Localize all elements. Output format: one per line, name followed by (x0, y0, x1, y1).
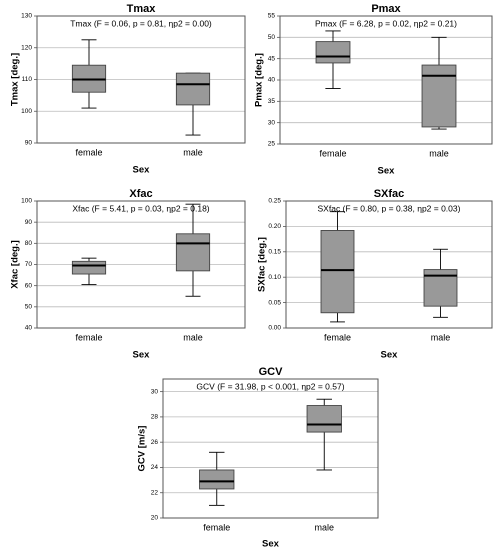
xfac-tick-label: 90 (25, 219, 33, 226)
pmax-tick-label: 30 (268, 119, 276, 126)
pmax-plot-frame (279, 15, 493, 145)
iqr-box (199, 469, 235, 490)
tmax-tick-label: 120 (21, 44, 32, 51)
pmax-tick-label: 35 (268, 98, 276, 105)
tmax-category-label: female (75, 147, 102, 157)
tmax-tick-label: 110 (22, 76, 33, 83)
tmax-plot-frame (36, 15, 246, 144)
sxfac-category-label: female (324, 332, 351, 342)
sxfac-plot-frame (285, 200, 493, 329)
pmax-x-axis-label: Sex (378, 166, 396, 177)
iqr-box (320, 230, 355, 314)
pmax-tick-label: 55 (268, 13, 276, 20)
xfac-tick-label: 40 (25, 325, 33, 332)
xfac-plot-frame (36, 200, 246, 329)
pmax-tick-label: 45 (268, 55, 276, 62)
gcv-tick-label: 20 (151, 515, 159, 522)
tmax-panel: Tmax 90 100 110 120 130 female male Tmax (F = 0.… (10, 3, 246, 176)
xfac-category-label: male (183, 332, 203, 342)
gcv-y-axis-label: GCV [m/s] (137, 426, 148, 472)
xfac-panel: Xfac 40 50 60 70 80 90 100 female male Xfac (F = 5… (10, 188, 246, 361)
sxfac-tick-label: 0.20 (268, 223, 281, 230)
iqr-box (175, 233, 211, 272)
tmax-category-label: male (183, 147, 203, 157)
sxfac-tick-label: 0.15 (268, 249, 281, 256)
xfac-box-female (71, 257, 107, 286)
gcv-panel: GCV 20 22 24 26 28 30 female male GCV (F = 31.98,… (137, 366, 379, 550)
xfac-category-label: female (75, 332, 102, 342)
xfac-x-axis-label: Sex (133, 350, 151, 361)
xfac-box-male (175, 203, 211, 297)
pmax-box-female (315, 30, 351, 89)
gcv-category-label: male (314, 522, 334, 532)
tmax-box-female (71, 39, 107, 109)
pmax-tick-label: 40 (268, 77, 276, 84)
tmax-tick-label: 90 (25, 140, 33, 147)
xfac-tick-label: 60 (25, 282, 33, 289)
pmax-category-label: female (319, 148, 346, 158)
sxfac-box-male (423, 248, 458, 318)
gcv-category-label: female (203, 522, 230, 532)
tmax-box-male (175, 72, 211, 136)
xfac-tick-label: 70 (25, 261, 33, 268)
tmax-title: Tmax (127, 3, 157, 15)
iqr-box (71, 260, 107, 275)
sxfac-tick-label: 0.10 (268, 274, 281, 281)
sxfac-tick-label: 0.00 (268, 325, 281, 332)
sxfac-box-female (320, 211, 355, 323)
iqr-box (315, 41, 351, 64)
iqr-box (175, 72, 211, 106)
gcv-x-axis-label: Sex (262, 539, 280, 550)
gcv-plot-frame (162, 378, 379, 519)
sxfac-plot-area (286, 201, 492, 328)
gcv-tick-label: 28 (151, 414, 159, 421)
xfac-title: Xfac (129, 188, 152, 200)
pmax-tick-label: 25 (268, 141, 276, 148)
sxfac-panel: SXfac 0.00 0.05 0.10 0.15 0.20 0.25 female male S… (257, 188, 493, 361)
sxfac-tick-label: 0.25 (268, 198, 281, 205)
xfac-tick-label: 50 (25, 304, 33, 311)
sxfac-stats-annotation: SXfac (F = 0.80, p = 0.38, ηp2 = 0.03) (318, 203, 461, 213)
gcv-tick-label: 30 (151, 388, 159, 395)
gcv-title: GCV (259, 366, 284, 378)
iqr-box (306, 405, 342, 433)
pmax-box-male (421, 36, 457, 130)
pmax-stats-annotation: Pmax (F = 6.28, p = 0.02, ηp2 = 0.21) (315, 18, 457, 28)
gcv-tick-label: 22 (151, 489, 159, 496)
sxfac-title: SXfac (374, 188, 405, 200)
iqr-box (421, 64, 457, 128)
pmax-panel: Pmax 25 30 35 40 45 50 55 female male Pmax (F = 6.… (254, 3, 493, 177)
pmax-title: Pmax (371, 3, 401, 15)
gcv-box-male (306, 398, 342, 471)
gcv-plot-area (163, 379, 378, 518)
gcv-stats-annotation: GCV (F = 31.98, p < 0.001, ηp2 = 0.57) (196, 381, 344, 391)
gcv-box-female (199, 451, 235, 506)
sxfac-x-axis-label: Sex (381, 350, 399, 361)
sxfac-category-label: male (431, 332, 451, 342)
tmax-tick-label: 100 (21, 108, 32, 115)
gcv-tick-label: 26 (151, 439, 159, 446)
tmax-y-axis-label: Tmax [deg.] (10, 53, 21, 106)
xfac-y-axis-label: Xfac [deg.] (10, 240, 21, 289)
tmax-x-axis-label: Sex (133, 165, 151, 176)
pmax-tick-label: 50 (268, 34, 276, 41)
tmax-tick-label: 130 (21, 13, 32, 20)
xfac-tick-label: 80 (25, 240, 33, 247)
xfac-tick-label: 100 (21, 198, 32, 205)
tmax-stats-annotation: Tmax (F = 0.06, p = 0.81, ηp2 = 0.00) (70, 18, 212, 28)
sxfac-tick-label: 0.05 (268, 299, 281, 306)
pmax-y-axis-label: Pmax [deg.] (254, 53, 265, 107)
pmax-category-label: male (429, 148, 449, 158)
gcv-tick-label: 24 (151, 464, 159, 471)
xfac-stats-annotation: Xfac (F = 5.41, p = 0.03, ηp2 = 0.18) (72, 203, 209, 213)
sxfac-y-axis-label: SXfac [deg.] (257, 237, 268, 292)
